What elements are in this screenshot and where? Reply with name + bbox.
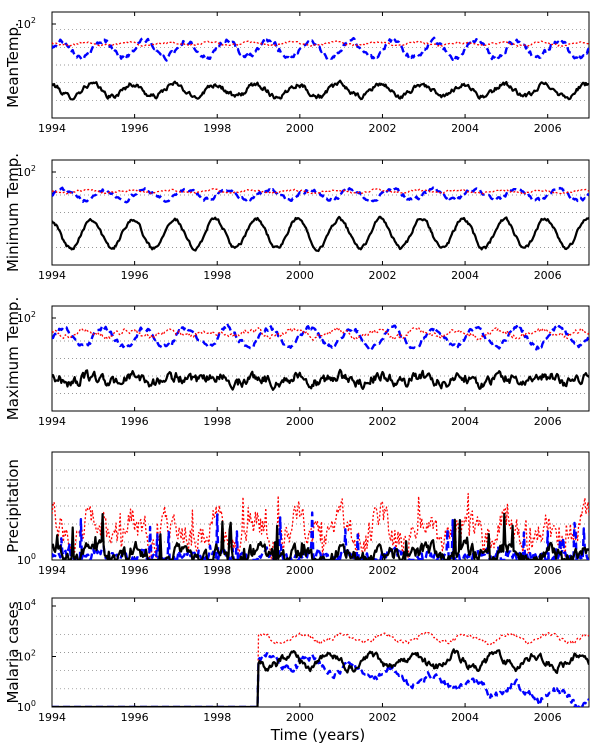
y-tick-base: 10 [17,651,31,664]
chart-panel-4: 1994 1996 1998 2000 2002 2004 2006100Precipita… [4,451,590,577]
x-tick-label: 2006 [534,122,562,135]
y-tick-exponent: 2 [31,16,36,25]
x-tick-label: 1996 [121,415,149,428]
chart-panel-5: 1994 1996 1998 2000 2002 2004 2006104102100Mal… [4,597,590,724]
x-tick-label: 2004 [451,711,479,724]
y-axis-label: Minimum Temp. [4,153,22,272]
series-red-line [52,492,589,560]
series-red-line [52,631,589,707]
x-tick-label: 2004 [451,415,479,428]
x-tick-label: 1996 [121,122,149,135]
x-tick-label: 1994 [38,711,66,724]
y-axis-label: Malaria cases [4,601,22,703]
y-tick-base: 10 [17,166,31,179]
x-tick-label: 1996 [121,564,149,577]
y-tick-label: 100 [17,699,36,714]
y-tick-base: 10 [17,312,31,325]
x-tick-label: 1998 [203,122,231,135]
x-tick-label: 1994 [38,269,66,282]
series-black-line [52,648,589,707]
series-red-line [52,326,589,341]
y-tick-label: 104 [17,598,36,613]
y-tick-label: 102 [17,16,36,31]
y-tick-base: 10 [17,18,31,31]
y-tick-label: 102 [17,310,36,325]
x-tick-label: 2006 [534,269,562,282]
y-axis-label: Maximum Temp. [4,297,22,420]
x-tick-label: 1998 [203,711,231,724]
x-tick-label: 1998 [203,564,231,577]
series-black-line [52,79,589,101]
x-tick-label: 2006 [534,564,562,577]
x-axis-label: Time (years) [270,726,365,744]
x-tick-label: 2000 [286,711,314,724]
series-black-line [52,215,589,253]
x-tick-label: 2006 [534,711,562,724]
x-tick-label: 2000 [286,415,314,428]
x-tick-label: 1994 [38,122,66,135]
x-tick-label: 2000 [286,269,314,282]
x-tick-label: 2002 [368,415,396,428]
y-tick-exponent: 0 [31,552,36,561]
x-tick-label: 2000 [286,122,314,135]
y-tick-label: 102 [17,164,36,179]
y-axis-label: Precipitation [4,459,22,553]
x-tick-label: 2002 [368,564,396,577]
y-tick-exponent: 2 [31,164,36,173]
x-tick-label: 2004 [451,122,479,135]
x-tick-label: 1998 [203,415,231,428]
x-tick-label: 2000 [286,564,314,577]
x-tick-label: 2002 [368,269,396,282]
x-tick-label: 1998 [203,269,231,282]
y-axis-label: MeanTemp. [4,22,22,108]
x-tick-label: 2006 [534,415,562,428]
series-red-line [52,40,589,47]
x-tick-label: 2002 [368,122,396,135]
chart-panels: 1994 1996 1998 2000 2002 2004 2006102MeanTemp.… [4,11,590,724]
y-tick-label: 100 [17,552,36,567]
y-tick-exponent: 4 [31,598,36,607]
x-tick-label: 1996 [121,711,149,724]
y-tick-exponent: 2 [31,649,36,658]
y-tick-label: 102 [17,649,36,664]
series-blue-line [52,323,589,351]
series-black-line [52,512,589,560]
series-blue-line [52,36,589,62]
x-tick-label: 2004 [451,564,479,577]
x-tick-label: 1994 [38,564,66,577]
x-tick-label: 2004 [451,269,479,282]
y-tick-base: 10 [17,600,31,613]
y-tick-exponent: 2 [31,310,36,319]
x-tick-label: 1996 [121,269,149,282]
series-black-line [52,368,589,391]
x-tick-label: 2002 [368,711,396,724]
y-tick-exponent: 0 [31,699,36,708]
y-tick-base: 10 [17,554,31,567]
y-tick-base: 10 [17,701,31,714]
x-tick-label: 1994 [38,415,66,428]
series-blue-line [52,186,589,204]
